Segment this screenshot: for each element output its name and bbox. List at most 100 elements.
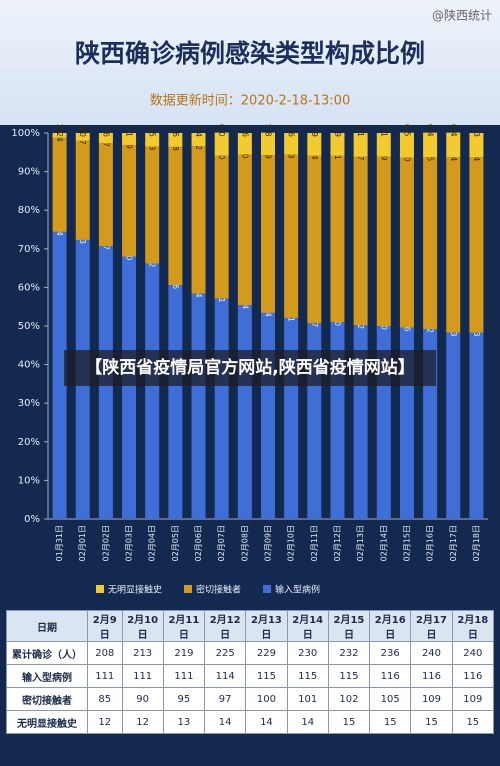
data-label: 2.6 bbox=[101, 124, 110, 137]
x-tick-label: 02月09日 bbox=[264, 525, 273, 561]
bar-segment bbox=[237, 133, 252, 155]
table-cell: 229 bbox=[245, 641, 288, 665]
table-cell: 105 bbox=[369, 687, 412, 711]
table-cell: 208 bbox=[87, 641, 123, 665]
y-tick-label: 60% bbox=[18, 282, 40, 293]
data-table: 日期 2月9日 2月10日 2月11日 2月12日 2月13日 2月14日 2月15日 2月16… bbox=[6, 610, 495, 734]
data-label: 1.2 bbox=[55, 124, 64, 137]
bar-segment bbox=[191, 293, 206, 519]
table-cell: 2月16日 bbox=[369, 610, 412, 642]
data-label: 2.0 bbox=[78, 124, 87, 137]
x-tick-label: 02月17日 bbox=[449, 525, 458, 561]
legend-label: 输入型病例 bbox=[275, 584, 320, 596]
table-cell: 236 bbox=[369, 641, 412, 665]
data-label: 3.1 bbox=[125, 124, 134, 137]
table-cell: 输入型病例 bbox=[6, 664, 88, 688]
y-tick-label: 100% bbox=[11, 128, 40, 139]
x-tick-label: 02月11日 bbox=[310, 525, 319, 561]
data-label: 6.4 bbox=[449, 124, 458, 137]
bar-segment bbox=[168, 133, 183, 147]
x-tick-label: 02月06日 bbox=[194, 525, 203, 561]
table-cell: 15 bbox=[410, 710, 453, 734]
table-cell: 95 bbox=[162, 687, 206, 711]
bar-segment bbox=[469, 332, 484, 519]
table-cell: 109 bbox=[410, 687, 453, 711]
table-cell: 密切接触者 bbox=[6, 687, 88, 711]
bar-segment bbox=[469, 133, 484, 158]
chart-subtitle: 数据更新时间：2020-2-18-13:00 bbox=[150, 93, 350, 109]
watermark: @陕西统计 bbox=[432, 8, 492, 23]
table-row: 无明显接触史 12 12 13 14 14 14 15 15 15 15 bbox=[6, 710, 495, 734]
table-cell: 13 bbox=[162, 710, 206, 734]
data-label: 6.0 bbox=[217, 124, 226, 137]
data-label: 5.8 bbox=[264, 124, 273, 137]
table-cell: 230 bbox=[286, 641, 329, 665]
table-cell: 101 bbox=[286, 687, 329, 711]
x-tick-label: 02月15日 bbox=[402, 525, 411, 561]
data-label: 5.6 bbox=[240, 124, 249, 137]
x-tick-label: 02月07日 bbox=[217, 525, 226, 561]
bar-segment bbox=[191, 146, 206, 294]
chart: @陕西统计 陕西确诊病例感染类型构成比例 数据更新时间：2020-2-18-13… bbox=[11, 8, 492, 596]
bar-segment bbox=[214, 298, 229, 519]
table-cell: 111 bbox=[121, 664, 164, 688]
y-tick-label: 50% bbox=[18, 321, 40, 332]
data-label: 6.4 bbox=[426, 124, 435, 137]
table-cell: 240 bbox=[451, 641, 495, 665]
y-tick-label: 80% bbox=[18, 205, 40, 216]
table-cell: 2月18日 bbox=[451, 610, 495, 642]
y-tick-label: 30% bbox=[18, 398, 40, 409]
table-cell: 14 bbox=[286, 710, 329, 734]
y-tick-label: 20% bbox=[18, 437, 40, 448]
bar-segment bbox=[52, 137, 67, 232]
table-cell: 无明显接触史 bbox=[6, 710, 88, 734]
data-label: 5.6 bbox=[287, 124, 296, 137]
table-row: 累计确诊（人） 208 213 219 225 229 230 232 236 240 240 bbox=[6, 641, 495, 665]
table-cell: 14 bbox=[204, 710, 247, 734]
x-tick-label: 02月16日 bbox=[426, 525, 435, 561]
legend-label: 无明显接触史 bbox=[108, 584, 162, 596]
x-tick-label: 02月12日 bbox=[333, 525, 342, 561]
bar-segment bbox=[214, 155, 229, 299]
table-cell: 累计确诊（人） bbox=[6, 641, 88, 665]
bar-segment bbox=[145, 133, 160, 147]
table-row: 密切接触者 85 90 95 97 100 101 102 105 109 109 bbox=[6, 687, 495, 711]
bar-segment bbox=[98, 143, 113, 247]
table-cell: 116 bbox=[410, 664, 453, 688]
y-tick-label: 90% bbox=[18, 167, 40, 178]
x-tick-label: 02月10日 bbox=[287, 525, 296, 561]
x-tick-label: 01月31日 bbox=[55, 525, 64, 561]
y-tick-label: 10% bbox=[18, 475, 40, 486]
bar-segment bbox=[214, 132, 229, 156]
table-cell: 2月14日 bbox=[286, 610, 329, 642]
bar-segment bbox=[145, 146, 160, 264]
legend-swatch bbox=[184, 585, 193, 593]
bar-segment bbox=[353, 156, 368, 326]
bar-segment bbox=[237, 305, 252, 519]
table-row: 输入型病例 111 111 111 114 115 115 115 116 116 116 bbox=[6, 664, 495, 688]
table-cell: 116 bbox=[451, 664, 495, 688]
bar-segment bbox=[98, 133, 113, 144]
bar-segment bbox=[446, 132, 461, 158]
overlay-text: 【陕西省疫情局官方网站,陕西省疫情网站】 bbox=[64, 350, 436, 386]
table-cell: 111 bbox=[87, 664, 123, 688]
bar-segment bbox=[284, 133, 299, 155]
header-bg bbox=[0, 0, 500, 125]
data-label: 6.3 bbox=[472, 124, 481, 137]
bar-segment bbox=[307, 155, 322, 324]
data-label: 6.5 bbox=[402, 124, 411, 137]
bar-segment bbox=[284, 317, 299, 519]
bar-segment bbox=[330, 155, 345, 323]
bar-segment bbox=[168, 146, 183, 286]
table-cell: 115 bbox=[286, 664, 329, 688]
table-cell: 2月15日 bbox=[327, 610, 371, 642]
data-label: 3.4 bbox=[194, 124, 203, 137]
bar-segment bbox=[423, 132, 438, 158]
table-cell: 14 bbox=[245, 710, 288, 734]
bar-segment bbox=[446, 157, 461, 333]
table-cell: 2月17日 bbox=[410, 610, 453, 642]
table-cell: 109 bbox=[451, 687, 495, 711]
bar-segment bbox=[168, 285, 183, 519]
table-cell: 15 bbox=[327, 710, 371, 734]
bar-segment bbox=[353, 133, 368, 157]
